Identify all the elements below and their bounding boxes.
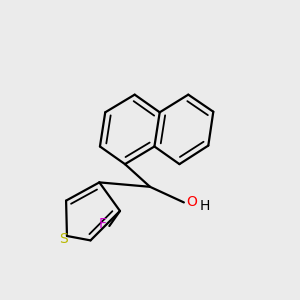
Text: S: S xyxy=(59,232,68,246)
Text: F: F xyxy=(99,218,107,232)
Text: H: H xyxy=(200,199,210,213)
Text: O: O xyxy=(186,195,197,209)
